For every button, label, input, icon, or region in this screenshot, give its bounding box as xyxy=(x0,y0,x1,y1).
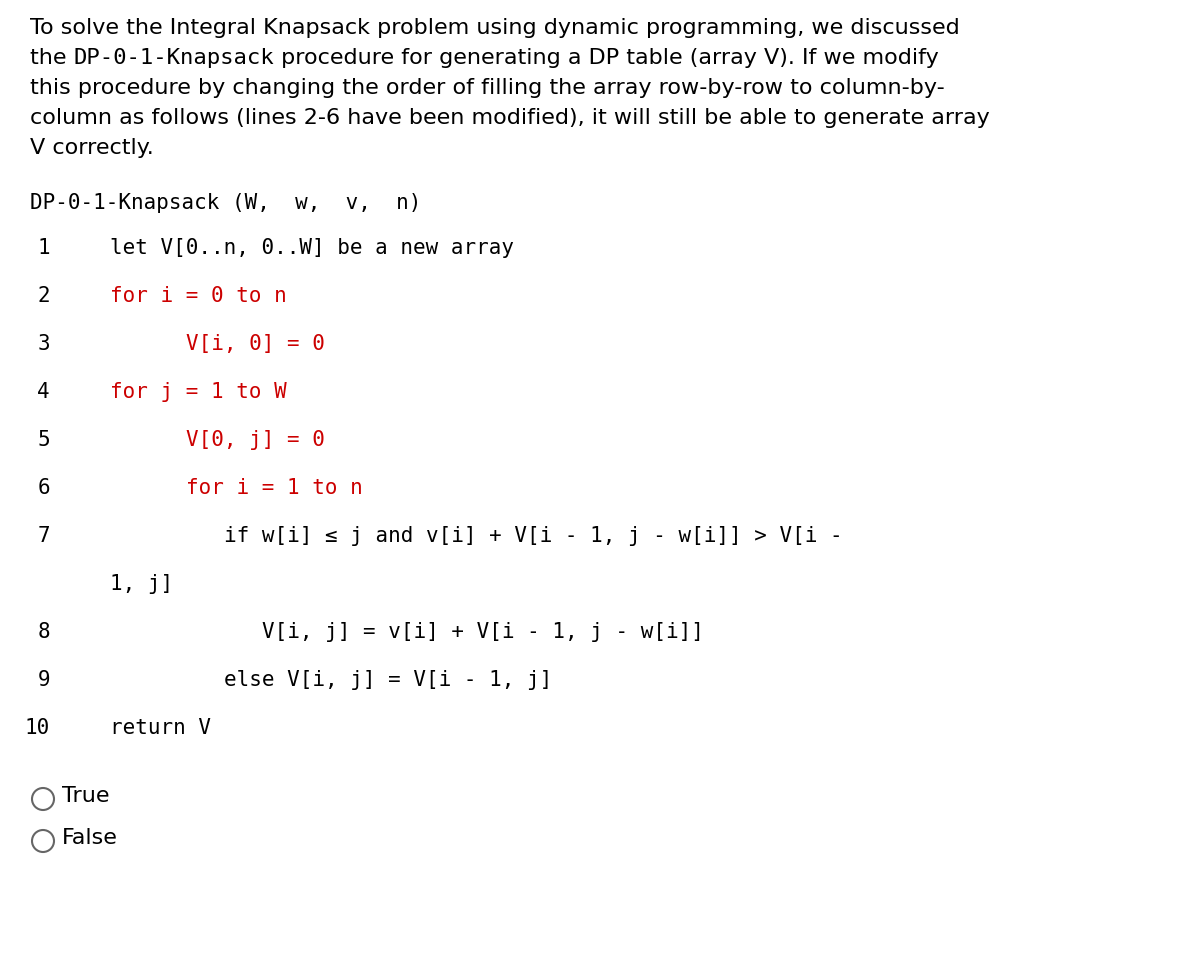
Text: 5: 5 xyxy=(37,430,50,450)
Text: V[0, j] = 0: V[0, j] = 0 xyxy=(186,430,325,450)
Text: True: True xyxy=(62,786,109,806)
Text: let V[0..n, 0..W] be a new array: let V[0..n, 0..W] be a new array xyxy=(110,238,514,258)
Text: V correctly.: V correctly. xyxy=(30,138,154,158)
Text: To solve the Integral Knapsack problem using dynamic programming, we discussed: To solve the Integral Knapsack problem u… xyxy=(30,18,960,38)
Text: V[i, 0] = 0: V[i, 0] = 0 xyxy=(186,334,325,354)
Text: 4: 4 xyxy=(37,382,50,402)
Text: V[i, j] = v[i] + V[i - 1, j - w[i]]: V[i, j] = v[i] + V[i - 1, j - w[i]] xyxy=(262,622,704,642)
Text: column as follows (lines 2-6 have been modified), it will still be able to gener: column as follows (lines 2-6 have been m… xyxy=(30,108,990,128)
Text: 6: 6 xyxy=(37,478,50,498)
Text: 10: 10 xyxy=(25,718,50,738)
Text: for i = 1 to n: for i = 1 to n xyxy=(186,478,362,498)
Text: for i = 0 to n: for i = 0 to n xyxy=(110,286,287,306)
Text: 9: 9 xyxy=(37,670,50,690)
Text: procedure for generating a DP table (array V). If we modify: procedure for generating a DP table (arr… xyxy=(275,48,940,68)
Text: for j = 1 to W: for j = 1 to W xyxy=(110,382,287,402)
Text: DP-0-1-Knapsack: DP-0-1-Knapsack xyxy=(73,48,275,68)
Text: 2: 2 xyxy=(37,286,50,306)
Text: the: the xyxy=(30,48,73,68)
Text: 7: 7 xyxy=(37,526,50,546)
Text: 8: 8 xyxy=(37,622,50,642)
Text: 1, j]: 1, j] xyxy=(110,574,173,594)
Text: DP-0-1-Knapsack (W,  w,  v,  n): DP-0-1-Knapsack (W, w, v, n) xyxy=(30,193,421,213)
Text: return V: return V xyxy=(110,718,211,738)
Text: 3: 3 xyxy=(37,334,50,354)
Text: False: False xyxy=(62,828,118,848)
Text: if w[i] ≤ j and v[i] + V[i - 1, j - w[i]] > V[i -: if w[i] ≤ j and v[i] + V[i - 1, j - w[i]… xyxy=(224,526,842,546)
Text: else V[i, j] = V[i - 1, j]: else V[i, j] = V[i - 1, j] xyxy=(224,670,552,690)
Text: this procedure by changing the order of filling the array row-by-row to column-b: this procedure by changing the order of … xyxy=(30,78,944,98)
Text: 1: 1 xyxy=(37,238,50,258)
